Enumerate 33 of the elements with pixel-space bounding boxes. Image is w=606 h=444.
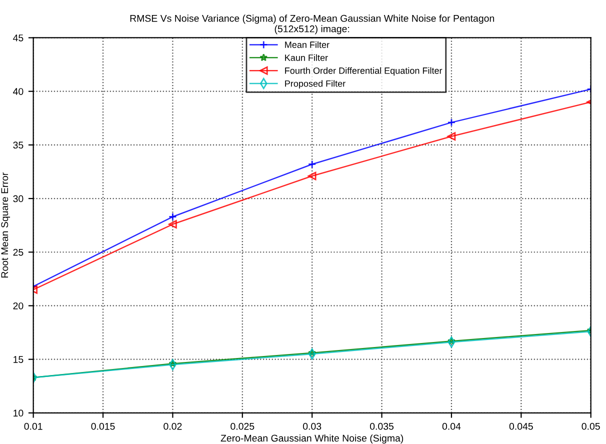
y-tick-label: 45 <box>13 34 24 42</box>
y-tick-label: 15 <box>14 356 24 363</box>
y-tick-label: 20 <box>13 302 24 310</box>
x-tick-label: 0.045 <box>509 422 533 430</box>
point <box>308 160 316 168</box>
x-tick-label: 0.05 <box>582 422 600 430</box>
y-tick-label: 25 <box>13 248 24 256</box>
y-tick-label: 40 <box>13 88 24 95</box>
legend-label: Mean Filter <box>285 41 330 48</box>
x-tick-label: 0.04 <box>442 422 461 430</box>
x-tick-label: 0.02 <box>164 422 182 430</box>
x-tick-label: 0.025 <box>230 422 254 430</box>
point <box>168 220 177 228</box>
x-axis-title: Zero-Mean Gaussian White Noise (Sigma) <box>220 434 404 444</box>
y-axis-title: Root Mean Square Error <box>1 172 10 278</box>
point <box>447 132 456 141</box>
y-tick-label: 10 <box>14 410 24 417</box>
point <box>308 172 316 180</box>
chart-title: RMSE Vs Noise Variance (Sigma) of Zero-Mean Gaussian White Noise for Pentagon (512x512) image: <box>130 14 494 34</box>
legend-label: Kaun Filter <box>285 54 328 61</box>
point <box>168 359 177 368</box>
x-tick-label: 0.03 <box>303 422 322 430</box>
point <box>447 118 456 127</box>
legend-label: Fourth Order Differential Equation Filter <box>285 67 442 76</box>
point <box>308 348 316 356</box>
y-tick-label: 35 <box>13 142 24 149</box>
legend-label: Proposed Filter <box>285 80 346 89</box>
point <box>447 336 456 345</box>
x-tick-label: 0.01 <box>24 422 42 430</box>
x-tick-label: 0.015 <box>91 422 115 430</box>
point <box>168 212 177 221</box>
x-tick-label: 0.035 <box>370 422 394 430</box>
y-tick-label: 30 <box>13 195 24 202</box>
